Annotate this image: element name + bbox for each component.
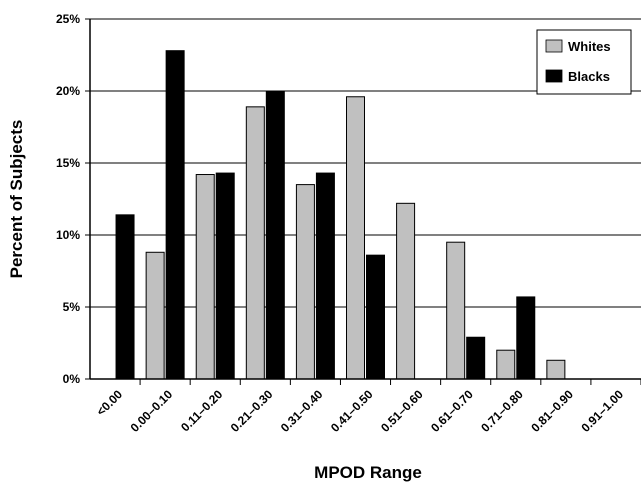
bars [115, 50, 566, 380]
axes [89, 19, 641, 380]
bar-whites [245, 106, 265, 380]
x-tick-label: 0.71–0.80 [478, 387, 526, 435]
y-tick-label: 10% [56, 228, 80, 242]
legend-label-blacks: Blacks [568, 69, 610, 84]
x-axis-title: MPOD Range [314, 463, 422, 482]
legend-label-whites: Whites [568, 39, 611, 54]
x-tick-label: 0.51–0.60 [378, 387, 426, 435]
x-tick-label: 0.21–0.30 [228, 387, 276, 435]
bar-blacks [115, 214, 135, 380]
x-tick-label: 0.61–0.70 [428, 387, 476, 435]
bar-whites [396, 202, 416, 380]
bar-whites [295, 184, 315, 380]
y-axis-title: Percent of Subjects [7, 120, 26, 279]
bar-blacks [466, 336, 486, 380]
y-tick-labels: 0% 5% 10% 15% 20% 25% [56, 12, 90, 386]
x-tick-label: 0.31–0.40 [278, 387, 326, 435]
y-tick-label: 25% [56, 12, 80, 26]
bar-blacks [215, 172, 235, 380]
bar-blacks [516, 296, 536, 380]
x-tick-label: 0.41–0.50 [328, 387, 376, 435]
x-tick-label: 0.91–1.00 [578, 387, 626, 435]
legend-swatch-whites [545, 39, 563, 53]
bar-blacks [315, 172, 335, 380]
bar-whites [546, 359, 566, 380]
y-tick-label: 0% [63, 372, 81, 386]
y-tick-label: 15% [56, 156, 80, 170]
x-tick-label: 0.81–0.90 [528, 387, 576, 435]
bar-whites [496, 349, 516, 380]
bar-blacks [165, 50, 185, 380]
x-tick-label: <0.00 [94, 387, 126, 419]
bar-whites [346, 96, 365, 380]
y-tick-label: 5% [63, 300, 81, 314]
bar-blacks [366, 254, 385, 380]
bar-whites [446, 241, 466, 380]
legend: Whites Blacks [536, 29, 632, 95]
x-tick-label: 0.11–0.20 [178, 387, 225, 434]
bar-whites [145, 251, 165, 380]
legend-swatch-blacks [545, 69, 563, 83]
x-tick-labels: <0.00 0.00–0.10 0.11–0.20 0.21–0.30 0.31–0.4… [94, 379, 641, 435]
bar-blacks [265, 90, 285, 380]
x-tick-label: 0.00–0.10 [128, 387, 176, 435]
y-tick-label: 20% [56, 84, 80, 98]
bar-whites [195, 174, 215, 380]
